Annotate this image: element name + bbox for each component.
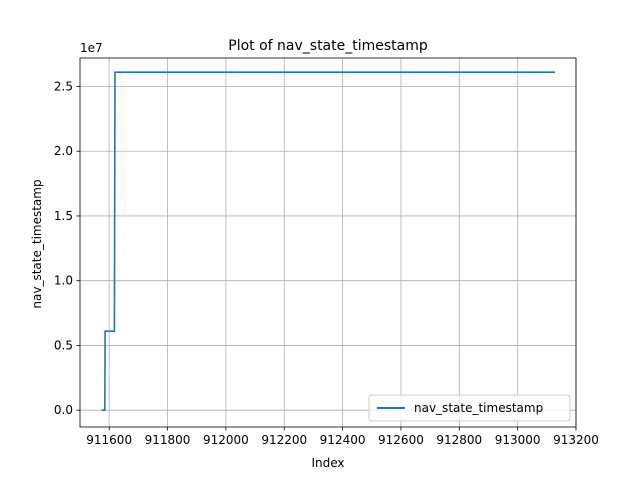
x-tick-label: 912000	[203, 433, 249, 447]
y-tick-label: 1.0	[54, 274, 73, 288]
y-axis-label: nav_state_timestamp	[30, 179, 44, 308]
x-tick-label: 912200	[261, 433, 307, 447]
plot-lines	[101, 71, 555, 412]
y-tick-label: 2.0	[54, 144, 73, 158]
legend-label: nav_state_timestamp	[414, 401, 543, 415]
x-tick-label: 911600	[86, 433, 132, 447]
x-axis-ticks: 911600 911800 912000 912200 912400 912600 9128…	[86, 427, 599, 447]
legend: nav_state_timestamp	[368, 394, 571, 422]
x-tick-label: 911800	[145, 433, 191, 447]
x-tick-label: 913200	[553, 433, 599, 447]
y-tick-label: 0.5	[54, 338, 73, 352]
x-tick-label: 913000	[495, 433, 541, 447]
series-line	[101, 71, 555, 412]
y-axis-ticks: 0.0 0.5 1.0 1.5 2.0 2.5	[54, 79, 80, 417]
y-tick-label: 0.0	[54, 403, 73, 417]
y-tick-label: 2.5	[54, 79, 73, 93]
y-tick-label: 1.5	[54, 209, 73, 223]
x-tick-label: 912400	[320, 433, 366, 447]
x-tick-label: 912600	[378, 433, 424, 447]
chart-title: Plot of nav_state_timestamp	[228, 38, 428, 54]
y-axis-multiplier: 1e7	[80, 41, 103, 55]
legend-box	[368, 394, 571, 422]
x-axis-label: Index	[311, 456, 344, 470]
axes-frame	[79, 57, 577, 428]
x-tick-label: 912800	[436, 433, 482, 447]
